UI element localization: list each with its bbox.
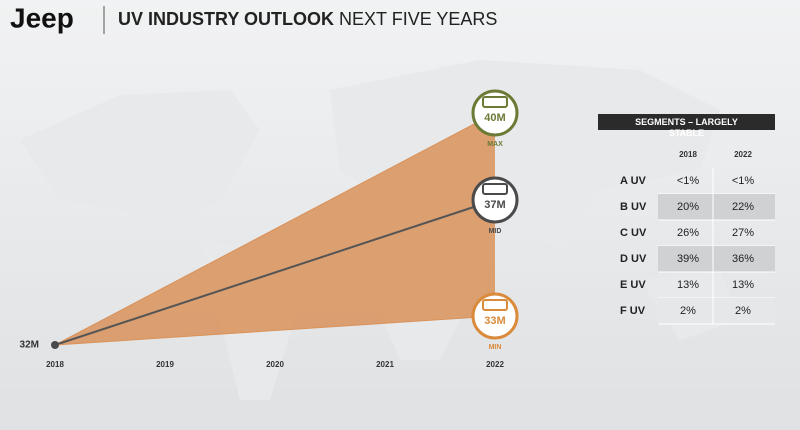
row-shade (658, 194, 775, 220)
row-shade (658, 298, 775, 324)
series-name: MAX (487, 141, 503, 148)
series-name: MID (489, 228, 502, 235)
end-label: 33M (484, 315, 505, 327)
x-tick-label: 2022 (486, 360, 504, 369)
row-label: B UV (620, 201, 647, 213)
row-shade (658, 246, 775, 272)
cell-value: 13% (677, 279, 699, 291)
car-icon (482, 96, 508, 108)
table-title-bar (598, 114, 775, 130)
x-tick-label: 2019 (156, 360, 174, 369)
series-line (54, 112, 496, 346)
row-label: C UV (620, 227, 647, 239)
cell-value: 2% (680, 305, 696, 317)
origin-label: 32M (20, 340, 39, 351)
cell-value: 20% (677, 201, 699, 213)
series-line (54, 315, 496, 346)
car-icon (482, 299, 508, 311)
title-bold: UV INDUSTRY OUTLOOK (118, 9, 334, 29)
series-line (54, 199, 496, 346)
cell-value: <1% (732, 175, 755, 187)
cell-value: 27% (732, 227, 754, 239)
cell-value: 36% (732, 253, 754, 265)
x-tick-label: 2021 (376, 360, 394, 369)
cell-value: <1% (677, 175, 700, 187)
column-header: 2022 (734, 150, 752, 159)
logo: Jeep (10, 2, 74, 33)
table-title-box: SEGMENTS – LARGELY STABLE (635, 117, 738, 138)
fan-chart: 2018 2019 2020 2021 2022 40M MAX 37M MID 33M MIN 32… (20, 89, 519, 369)
title-rest: NEXT FIVE YEARS (339, 9, 497, 29)
row-label: E UV (620, 279, 646, 291)
cell-value: 26% (677, 227, 699, 239)
x-tick-label: 2018 (46, 360, 64, 369)
car-icon (482, 183, 508, 195)
cell-value: 39% (677, 253, 699, 265)
table-title: SEGMENTS – LARGELY STABLE (635, 117, 738, 138)
row-label: A UV (620, 175, 647, 187)
cell-value: 13% (732, 279, 754, 291)
series-name: MIN (489, 344, 502, 351)
cell-value: 22% (732, 201, 754, 213)
row-label: D UV (620, 253, 647, 265)
page-title: UV INDUSTRY OUTLOOK NEXT FIVE YEARS (118, 9, 497, 29)
end-label: 40M (484, 112, 505, 124)
x-tick-label: 2020 (266, 360, 284, 369)
cell-value: 2% (735, 305, 751, 317)
row-label: F UV (620, 305, 646, 317)
end-label: 37M (484, 199, 505, 211)
column-header: 2018 (679, 150, 697, 159)
origin-point (51, 341, 59, 349)
segments-table: SEGMENTS – LARGELY STABLE 2018 2022 A UV <1%… (598, 114, 775, 325)
